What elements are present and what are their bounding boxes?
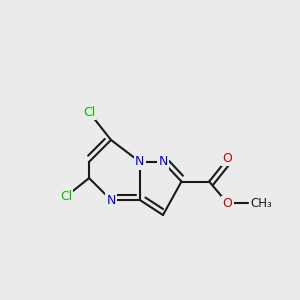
Text: Cl: Cl bbox=[60, 190, 72, 203]
Text: N: N bbox=[158, 155, 168, 168]
Text: N: N bbox=[135, 155, 145, 168]
Text: CH₃: CH₃ bbox=[250, 197, 272, 210]
Text: Cl: Cl bbox=[83, 106, 95, 119]
Text: O: O bbox=[223, 152, 232, 165]
Text: N: N bbox=[106, 194, 116, 206]
Text: O: O bbox=[223, 197, 232, 210]
